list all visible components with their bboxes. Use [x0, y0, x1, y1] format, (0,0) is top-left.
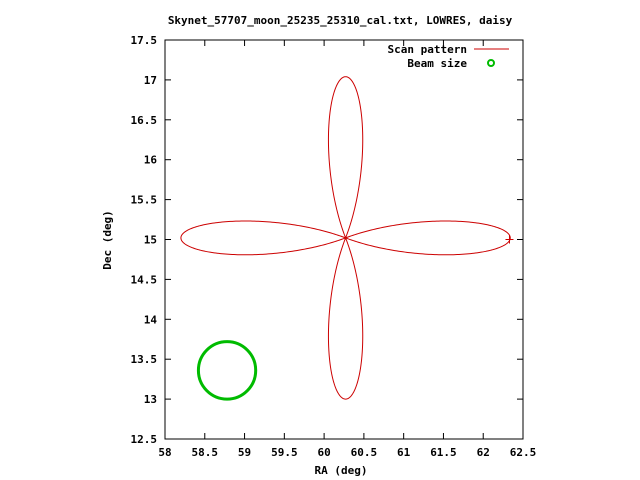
- y-tick-label: 16: [144, 154, 158, 167]
- y-tick-label: 16.5: [131, 114, 158, 127]
- x-tick-label: 59.5: [271, 446, 298, 459]
- x-tick-label: 61.5: [430, 446, 457, 459]
- y-tick-label: 17: [144, 74, 157, 87]
- x-tick-label: 59: [238, 446, 251, 459]
- x-tick-label: 62.5: [510, 446, 537, 459]
- legend: Scan pattern Beam size: [388, 43, 509, 70]
- y-tick-label: 13: [144, 393, 157, 406]
- y-tick-label: 15.5: [131, 194, 158, 207]
- y-tick-label: 17.5: [131, 34, 158, 47]
- x-axis: 58 58.5 59 59.5 60 60.5 61 61.5 62 62.5: [158, 40, 536, 459]
- x-tick-label: 60.5: [351, 446, 378, 459]
- x-tick-label: 58: [158, 446, 171, 459]
- y-tick-label: 15: [144, 234, 157, 247]
- y-axis-title: Dec (deg): [101, 210, 114, 270]
- y-tick-label: 13.5: [131, 353, 158, 366]
- x-tick-label: 61: [397, 446, 411, 459]
- y-tick-label: 12.5: [131, 433, 158, 446]
- y-axis: 12.5 13 13.5 14 14.5 15 15.5 16 16.5 17 17.5: [131, 34, 523, 446]
- x-axis-title: RA (deg): [315, 464, 368, 477]
- scan-pattern-line: [180, 76, 511, 400]
- legend-label-scan-pattern: Scan pattern: [388, 43, 467, 56]
- beam-size-circle: [196, 340, 258, 401]
- series-layer: [180, 76, 514, 401]
- x-tick-label: 60: [317, 446, 330, 459]
- legend-swatch-beam-size: [487, 59, 495, 67]
- x-tick-label: 62: [477, 446, 490, 459]
- x-tick-label: 58.5: [192, 446, 219, 459]
- chart-title: Skynet_57707_moon_25235_25310_cal.txt, L…: [168, 14, 513, 27]
- legend-label-beam-size: Beam size: [407, 57, 467, 70]
- y-tick-label: 14.5: [131, 273, 158, 286]
- y-tick-label: 14: [144, 313, 158, 326]
